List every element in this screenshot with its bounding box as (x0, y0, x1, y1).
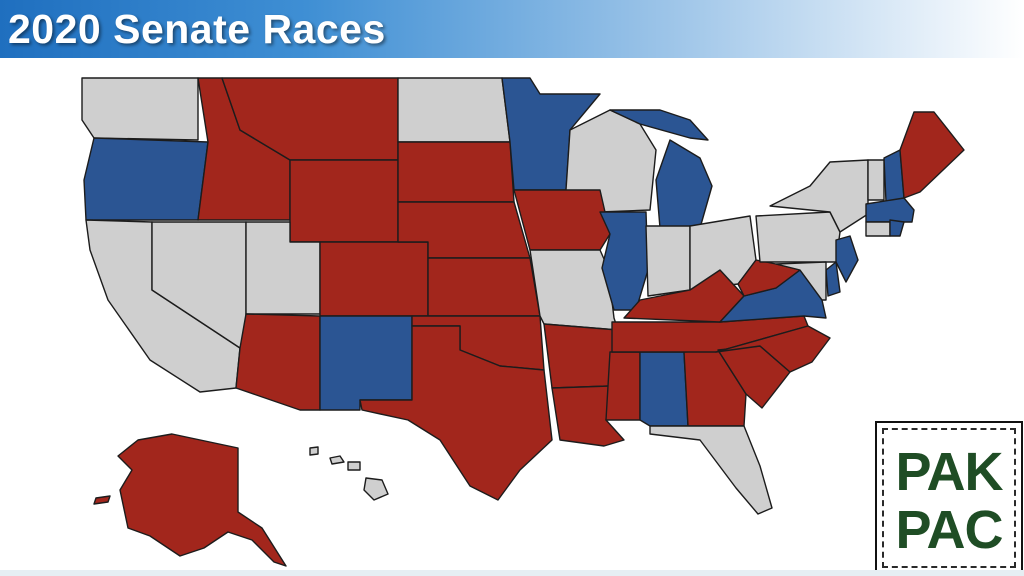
state-arkansas (543, 323, 619, 389)
state-hawaii-1 (309, 446, 319, 456)
state-colorado (319, 241, 429, 317)
state-mississippi (605, 351, 641, 421)
state-south-dakota (397, 141, 515, 203)
state-new-jersey (835, 235, 859, 283)
state-hawaii-2 (329, 455, 345, 465)
state-kansas (427, 257, 541, 317)
state-maryland (775, 261, 827, 301)
state-michigan (655, 139, 713, 229)
state-iowa (513, 189, 611, 251)
state-michigan-upper (609, 109, 709, 141)
state-hawaii-big (363, 477, 389, 501)
state-vermont (867, 159, 885, 201)
state-maine (899, 111, 965, 199)
state-alaska-islands (93, 495, 111, 505)
logo-border (882, 428, 1016, 568)
bottom-strip (0, 570, 1024, 576)
state-delaware (825, 261, 841, 297)
logo-line2: PAC (895, 500, 1003, 560)
state-connecticut (865, 221, 891, 237)
state-north-dakota (397, 77, 511, 143)
state-pennsylvania (755, 211, 841, 263)
us-map (81, 77, 965, 567)
state-indiana (645, 225, 691, 297)
state-north-carolina (715, 325, 831, 373)
slide-title: 2020 Senate Races (8, 6, 386, 52)
state-illinois (599, 211, 649, 311)
title-bar: 2020 Senate Races (0, 0, 1024, 58)
state-rhode-island (889, 219, 905, 237)
state-alaska (117, 433, 287, 567)
state-alabama (639, 351, 689, 427)
state-oregon (83, 137, 209, 221)
state-arizona (235, 313, 321, 411)
state-wyoming (289, 159, 399, 243)
logo-line1: PAK (895, 442, 1003, 502)
state-florida (649, 425, 773, 515)
state-massachusetts (865, 197, 915, 223)
state-new-mexico (319, 315, 413, 411)
state-texas (359, 325, 553, 501)
pakpac-logo: PAK PAC (875, 421, 1023, 575)
state-washington (81, 77, 199, 141)
state-hawaii-3 (347, 461, 361, 471)
